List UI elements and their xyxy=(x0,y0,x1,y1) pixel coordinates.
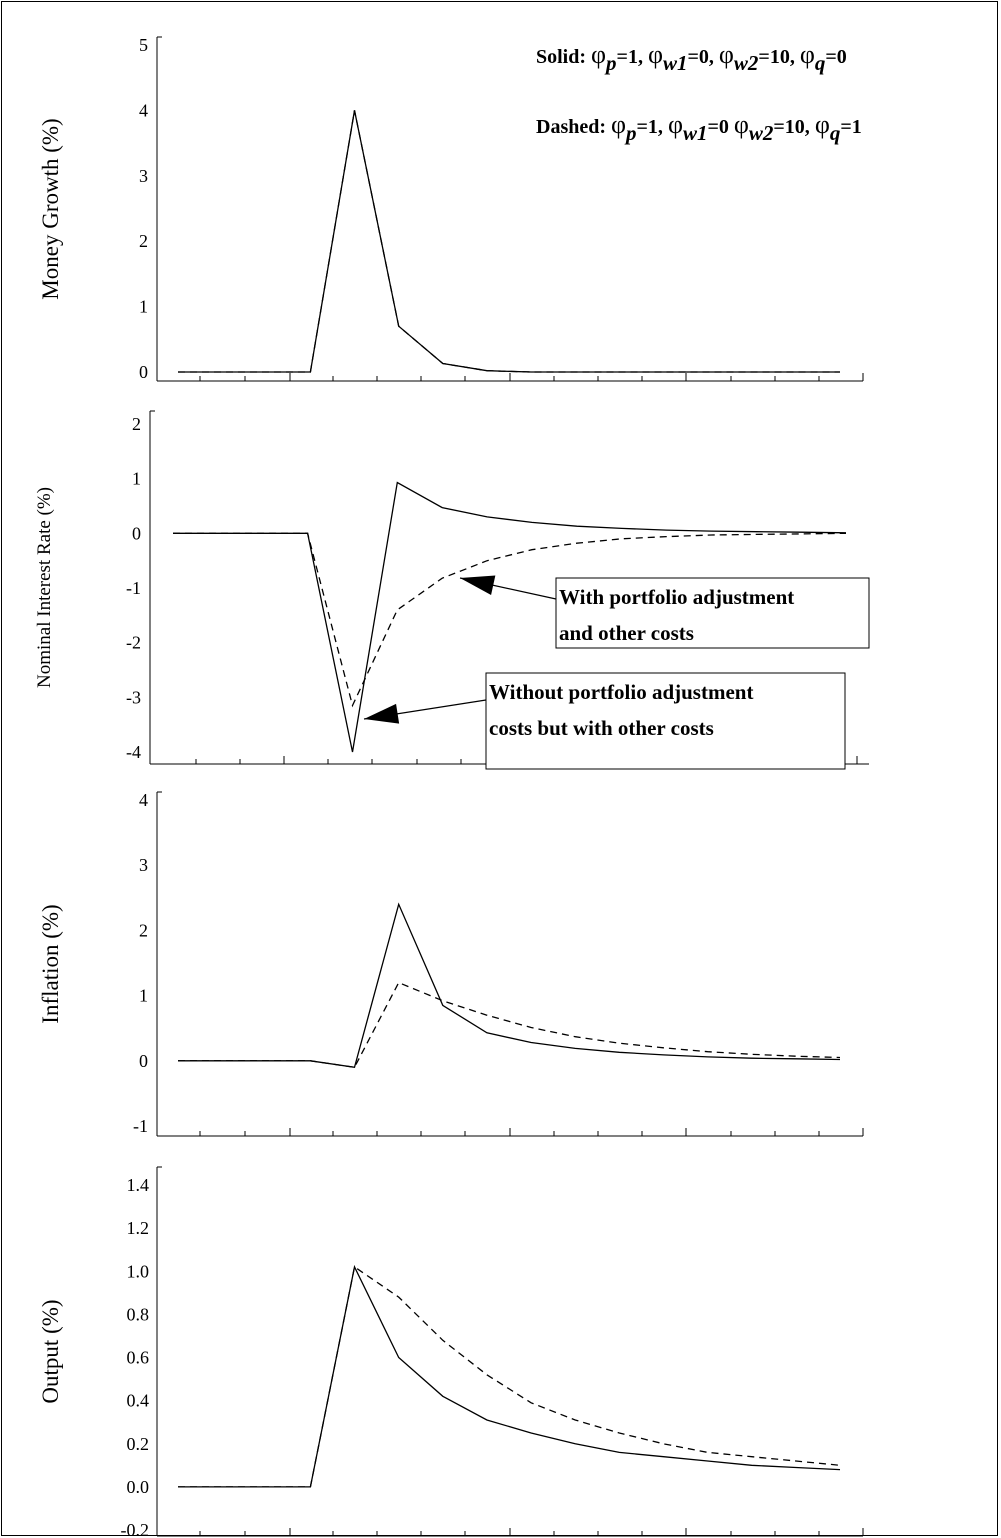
y-tick-label: 4 xyxy=(139,790,148,810)
y-tick-label: 1 xyxy=(132,469,141,489)
y-tick-label: 0 xyxy=(139,1051,148,1071)
y-tick-label: -4 xyxy=(126,742,141,762)
y-tick-label: -2 xyxy=(126,633,141,653)
annotation-with-costs: With portfolio adjustment and other cost… xyxy=(459,575,870,649)
series-solid-line xyxy=(178,902,841,1069)
y-tick-label: 2 xyxy=(139,231,148,251)
y-axis-label: Inflation (%) xyxy=(38,904,63,1023)
series-dashed-line xyxy=(178,981,841,1069)
phi-symbol: φ xyxy=(668,110,683,139)
param-value: =10, xyxy=(758,46,799,68)
series-solid-line xyxy=(178,1264,841,1488)
series-dashed-line xyxy=(173,532,847,708)
phi-subscript: q xyxy=(815,51,826,75)
phi-symbol: φ xyxy=(815,110,830,139)
chart-panel-1: 0 1 2 3 4 5 Money Growth (%) xyxy=(38,35,864,382)
phi-symbol: φ xyxy=(719,40,734,69)
y-tick-label: 4 xyxy=(139,100,148,120)
y-tick-label: 1 xyxy=(139,297,148,317)
y-tick-label: 1.0 xyxy=(127,1261,150,1281)
series-dashed-line xyxy=(178,110,840,373)
y-tick-label: 0.2 xyxy=(127,1434,150,1454)
y-tick-label: 1.4 xyxy=(127,1175,150,1195)
annotation-text: Without portfolio adjustment xyxy=(489,680,753,704)
series-dashed-line xyxy=(178,1265,841,1488)
phi-symbol: φ xyxy=(800,40,815,69)
series-solid-line xyxy=(178,110,840,373)
y-axis-label: Money Growth (%) xyxy=(38,118,63,299)
y-tick-label: 3 xyxy=(139,855,148,875)
legend-prefix: Dashed: xyxy=(536,116,611,138)
y-tick-label: 2 xyxy=(139,920,148,940)
annotation-box xyxy=(485,672,846,770)
annotation-without-costs: Without portfolio adjustment costs but wi… xyxy=(363,672,846,770)
y-tick-label: 0.8 xyxy=(127,1304,150,1324)
phi-subscript: w2 xyxy=(749,121,774,145)
chart-panel-4: -0.2 0.0 0.2 0.4 0.6 0.8 1.0 1.2 1.4 Output (%) xyxy=(38,1166,864,1538)
y-tick-label: 0 xyxy=(139,362,148,382)
y-tick-label: -0.2 xyxy=(121,1520,150,1538)
phi-subscript: w1 xyxy=(683,121,708,145)
y-tick-label: 0 xyxy=(132,523,141,543)
phi-symbol: φ xyxy=(611,110,626,139)
phi-subscript: w1 xyxy=(663,51,688,75)
phi-subscript: q xyxy=(830,121,841,145)
phi-subscript: p xyxy=(624,121,637,145)
y-tick-label: -1 xyxy=(126,578,141,598)
y-tick-label: -1 xyxy=(133,1116,148,1136)
y-tick-label: 0.6 xyxy=(127,1348,150,1368)
y-tick-label: 5 xyxy=(139,35,148,55)
param-value: =0 xyxy=(825,46,846,68)
y-tick-label: 1 xyxy=(139,986,148,1006)
y-tick-label: -3 xyxy=(126,687,141,707)
annotation-box xyxy=(555,577,870,649)
param-value: =1, xyxy=(637,116,668,138)
y-tick-label: 3 xyxy=(139,166,148,186)
phi-subscript: w2 xyxy=(734,51,759,75)
y-tick-label: 1.2 xyxy=(127,1218,150,1238)
param-value: =0, xyxy=(687,46,718,68)
param-value: =10, xyxy=(773,116,814,138)
arrow-head xyxy=(364,703,400,724)
param-value: =1 xyxy=(840,116,861,138)
phi-subscript: p xyxy=(604,51,617,75)
y-tick-label: 2 xyxy=(132,414,141,434)
phi-symbol: φ xyxy=(648,40,663,69)
y-tick-label: 0.0 xyxy=(127,1477,150,1497)
annotation-text: costs but with other costs xyxy=(489,716,714,740)
phi-symbol: φ xyxy=(591,40,606,69)
annotation-text: With portfolio adjustment xyxy=(559,585,794,609)
y-axis-label: Nominal Interest Rate (%) xyxy=(34,487,55,688)
chart-panel-3: -1 0 1 2 3 4 Inflation (%) xyxy=(38,790,864,1137)
arrow-head xyxy=(460,575,496,596)
legend-solid: Solid: φp=1, φw1=0, φw2=10, φq=0 xyxy=(536,40,847,75)
y-axis-label: Output (%) xyxy=(38,1299,63,1403)
phi-symbol: φ xyxy=(734,110,749,139)
legend-prefix: Solid: xyxy=(536,46,591,68)
param-value: =0 xyxy=(707,116,733,138)
legend-dashed: Dashed: φp=1, φw1=0 φw2=10, φq=1 xyxy=(536,110,862,145)
annotation-text: and other costs xyxy=(559,621,694,645)
param-value: =1, xyxy=(617,46,648,68)
y-tick-label: 0.4 xyxy=(127,1391,150,1411)
